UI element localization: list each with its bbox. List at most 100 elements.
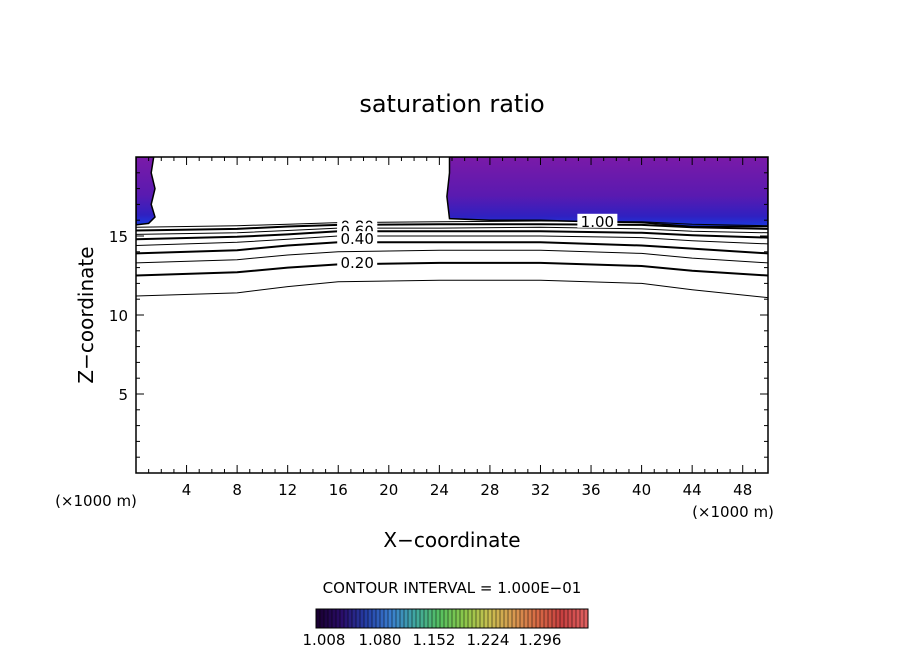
shaded-region-0 <box>136 157 156 226</box>
colorbar-cell <box>552 609 557 628</box>
x-tick-label: 44 <box>683 481 702 499</box>
x-tick-label: 28 <box>480 481 499 499</box>
contour-line-0.6 <box>136 230 768 241</box>
colorbar-cell <box>532 609 537 628</box>
contour-line-0.3 <box>136 249 768 264</box>
colorbar-cell <box>356 609 361 628</box>
colorbar-cell <box>328 609 333 628</box>
colorbar-cell <box>536 609 541 628</box>
contour-label-bg <box>577 213 618 228</box>
contour-line-0.2 <box>136 261 768 277</box>
colorbar-cell <box>344 609 349 628</box>
contour-label-bg <box>337 254 378 269</box>
y-tick-label: 5 <box>118 386 128 404</box>
colorbar-cell <box>440 609 445 628</box>
colorbar-cell <box>524 609 529 628</box>
colorbar-cell <box>516 609 521 628</box>
shaded-supersaturation-layer <box>136 157 768 228</box>
colorbar-cell <box>476 609 481 628</box>
chart-title: saturation ratio <box>359 90 544 118</box>
colorbar: 1.008 1.080 1.152 1.224 1.296 <box>303 608 589 649</box>
colorbar-cell <box>568 609 573 628</box>
x-tick-label: 16 <box>329 481 348 499</box>
colorbar-cell <box>464 609 469 628</box>
x-axis-ticks: 4 8 12 16 20 24 28 32 36 40 44 48 <box>148 157 756 499</box>
contour-label: 0.20 <box>340 254 373 272</box>
colorbar-cell <box>420 609 425 628</box>
colorbar-cell <box>488 609 493 628</box>
colorbar-tick-label: 1.008 <box>303 631 346 649</box>
colorbar-cell <box>500 609 505 628</box>
colorbar-cell <box>528 609 533 628</box>
colorbar-tick-label: 1.296 <box>519 631 562 649</box>
colorbar-cell <box>376 609 381 628</box>
contour-line-0.4 <box>136 241 768 255</box>
colorbar-cell <box>360 609 365 628</box>
colorbar-cell <box>484 609 489 628</box>
x-tick-label: 8 <box>232 481 242 499</box>
colorbar-cell <box>496 609 501 628</box>
colorbar-cell <box>436 609 441 628</box>
colorbar-cell <box>372 609 377 628</box>
x-axis-unit: (×1000 m) <box>692 503 774 521</box>
y-tick-label: 10 <box>109 307 128 325</box>
colorbar-cell <box>424 609 429 628</box>
colorbar-cell <box>468 609 473 628</box>
colorbar-cell <box>408 609 413 628</box>
contour-labels: 0.800.600.400.201.00 <box>337 213 618 272</box>
x-tick-label: 24 <box>430 481 449 499</box>
colorbar-cell <box>512 609 517 628</box>
contour-label-bg <box>337 231 378 246</box>
colorbar-cell <box>472 609 477 628</box>
colorbar-cell <box>548 609 553 628</box>
colorbar-cell <box>584 609 589 628</box>
z-axis-unit: (×1000 m) <box>55 492 137 510</box>
colorbar-cell <box>504 609 509 628</box>
x-axis-label: X−coordinate <box>383 528 520 552</box>
colorbar-cell <box>556 609 561 628</box>
y-tick-label: 15 <box>109 228 128 246</box>
contour-lines <box>136 220 768 299</box>
colorbar-tick-label: 1.152 <box>413 631 456 649</box>
x-tick-label: 40 <box>632 481 651 499</box>
x-tick-label: 36 <box>581 481 600 499</box>
contour-label: 0.40 <box>340 230 373 248</box>
colorbar-cell <box>560 609 565 628</box>
x-tick-label: 20 <box>379 481 398 499</box>
y-axis-label: Z−coordinate <box>74 246 98 383</box>
colorbar-cell <box>452 609 457 628</box>
colorbar-cell <box>564 609 569 628</box>
contour-line-0.9 <box>136 220 768 228</box>
colorbar-cell <box>540 609 545 628</box>
colorbar-cell <box>508 609 513 628</box>
colorbar-cell <box>444 609 449 628</box>
colorbar-cell <box>572 609 577 628</box>
contour-interval-note: CONTOUR INTERVAL = 1.000E−01 <box>323 579 582 597</box>
colorbar-cell <box>456 609 461 628</box>
colorbar-tick-label: 1.224 <box>467 631 510 649</box>
contour-line-0.8 <box>136 223 768 232</box>
x-tick-label: 12 <box>278 481 297 499</box>
colorbar-cell <box>396 609 401 628</box>
colorbar-cell <box>340 609 345 628</box>
colorbar-cell <box>404 609 409 628</box>
colorbar-cell <box>320 609 325 628</box>
contour-line-0.7 <box>136 226 768 235</box>
colorbar-cell <box>316 609 321 628</box>
colorbar-cell <box>368 609 373 628</box>
colorbar-cell <box>416 609 421 628</box>
colorbar-cell <box>324 609 329 628</box>
y-axis-ticks: 5 10 15 <box>109 172 768 458</box>
colorbar-cell <box>432 609 437 628</box>
colorbar-cell <box>352 609 357 628</box>
colorbar-tick-label: 1.080 <box>359 631 402 649</box>
colorbar-cell <box>412 609 417 628</box>
colorbar-cell <box>332 609 337 628</box>
contour-line-0.5 <box>136 235 768 246</box>
colorbar-cell <box>448 609 453 628</box>
colorbar-cell <box>576 609 581 628</box>
x-tick-label: 4 <box>182 481 192 499</box>
colorbar-cell <box>384 609 389 628</box>
colorbar-cell <box>336 609 341 628</box>
